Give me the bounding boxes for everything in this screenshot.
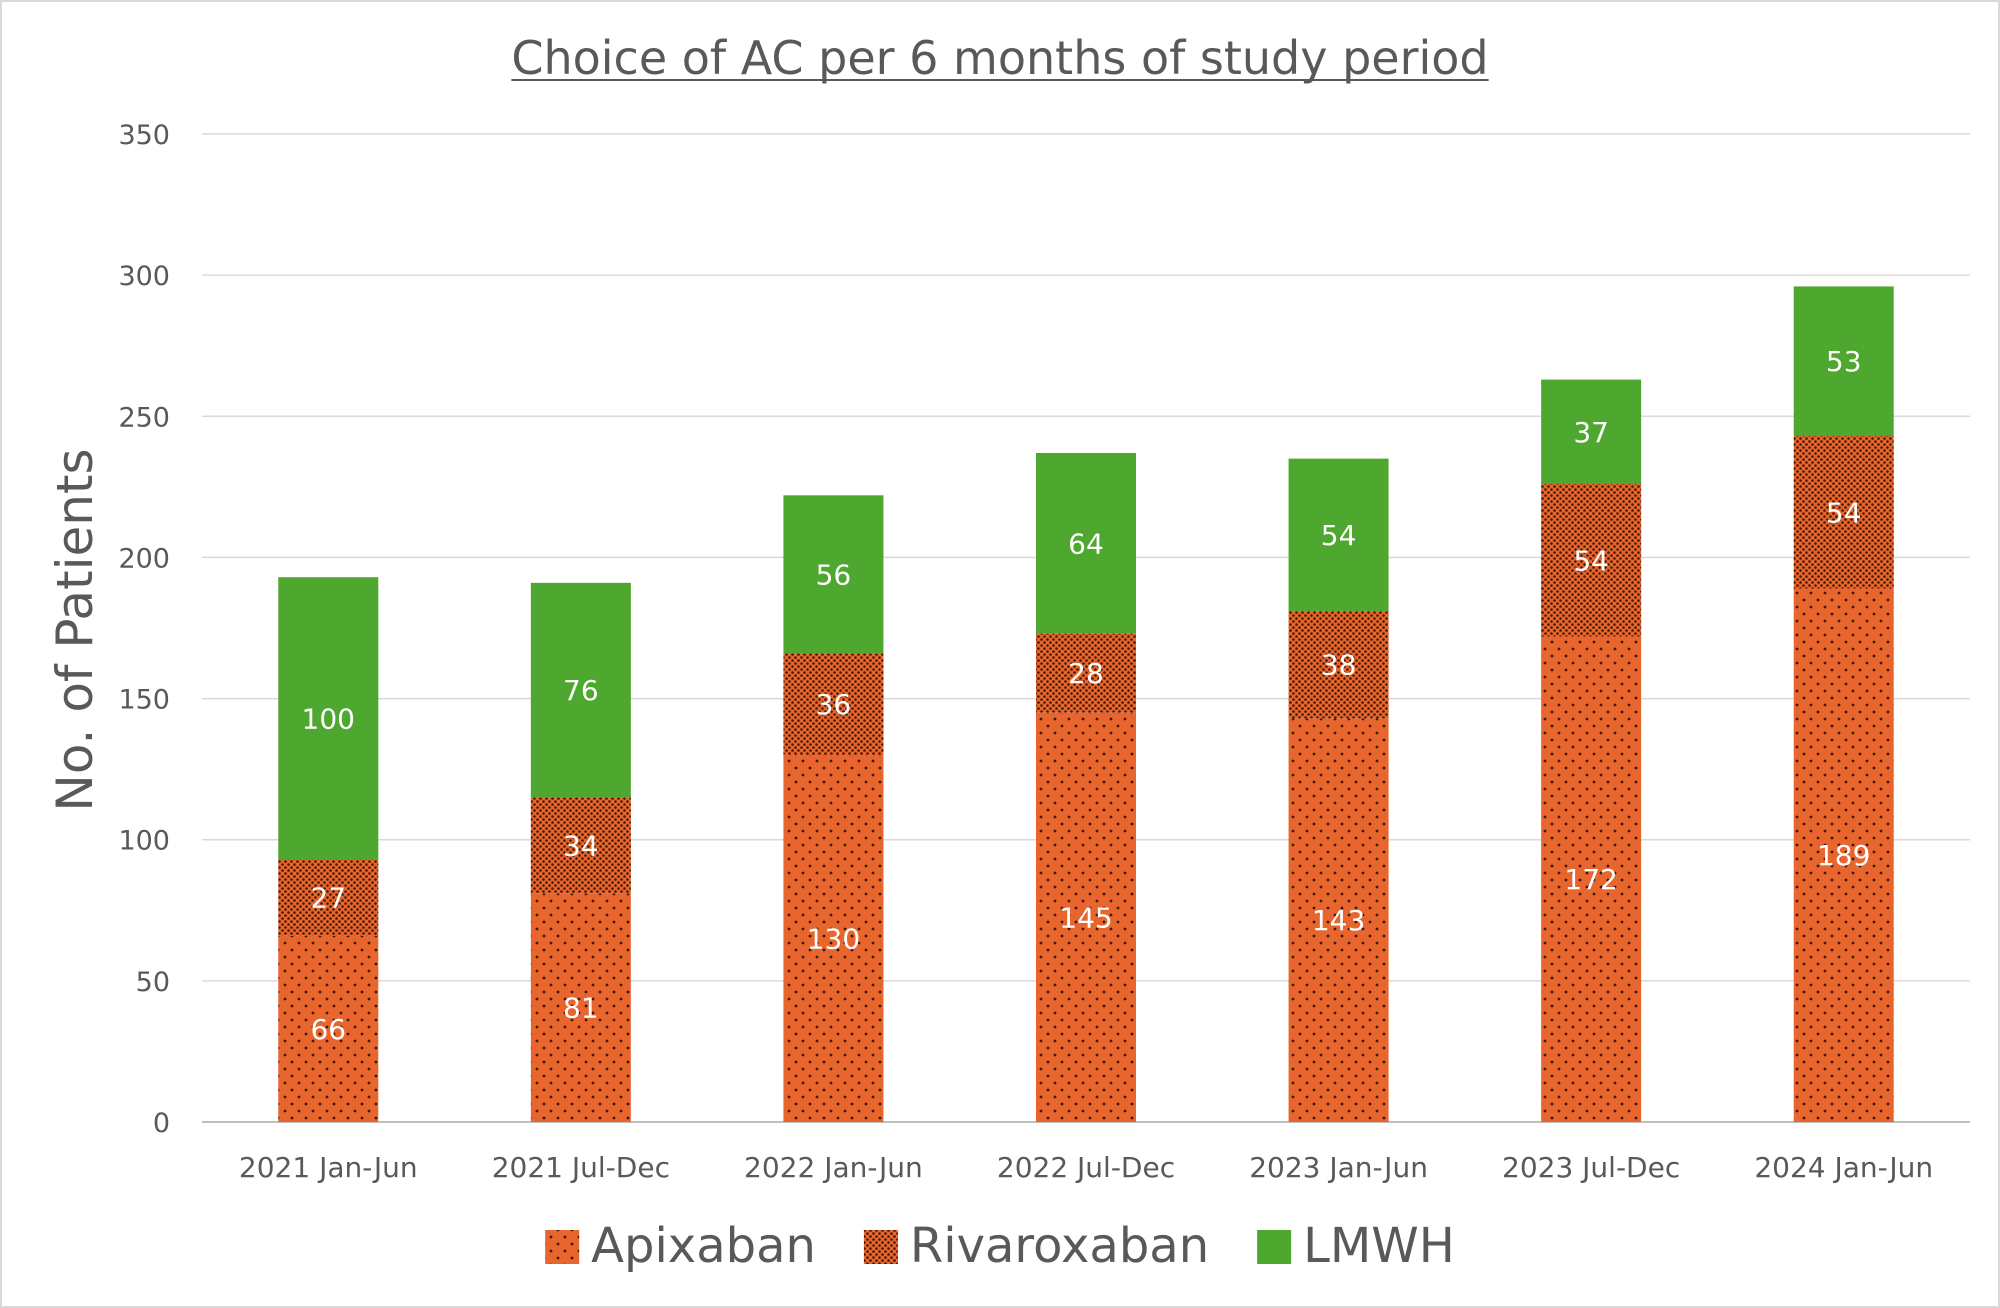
x-tick-label: 2023 Jan-Jun (1249, 1151, 1428, 1184)
x-tick-label: 2023 Jul-Dec (1502, 1151, 1680, 1184)
bar-segment-rivaroxaban (1793, 436, 1894, 589)
x-tick-label: 2022 Jul-Dec (997, 1151, 1175, 1184)
data-label: 38 (1321, 649, 1357, 682)
legend-swatch-lmwh (1257, 1230, 1292, 1264)
bar-segment-lmwh (783, 495, 884, 654)
data-label: 64 (1068, 527, 1104, 560)
data-label: 36 (816, 688, 852, 721)
data-label: 28 (1068, 657, 1104, 690)
bar-segment-apixaban (278, 935, 379, 1122)
bar-segment-rivaroxaban (783, 653, 884, 756)
bar-segment-lmwh (1793, 286, 1894, 437)
legend: Apixaban Rivaroxaban LMWH (545, 1218, 1455, 1274)
bars (278, 286, 1894, 1122)
y-tick-label: 100 (118, 826, 170, 857)
data-label: 56 (816, 558, 852, 591)
legend-swatch-rivaroxaban (863, 1230, 898, 1264)
data-label: 172 (1564, 863, 1617, 896)
chart-title: Choice of AC per 6 months of study perio… (511, 31, 1488, 85)
x-tick-label: 2024 Jan-Jun (1754, 1151, 1933, 1184)
bar-segment-rivaroxaban (1541, 484, 1642, 637)
bar-segment-rivaroxaban (1036, 633, 1136, 713)
y-axis-label: No. of Patients (46, 448, 104, 811)
x-tick-label: 2022 Jan-Jun (744, 1151, 923, 1184)
legend-label: Apixaban (591, 1218, 816, 1274)
data-label: 53 (1826, 345, 1862, 378)
legend-label: LMWH (1303, 1218, 1455, 1274)
y-tick-label: 350 (118, 120, 170, 151)
bar-segment-lmwh (530, 582, 631, 798)
bar-segment-apixaban (1288, 718, 1389, 1122)
bar-segment-rivaroxaban (530, 797, 631, 894)
x-tick-label: 2021 Jan-Jun (239, 1151, 418, 1184)
data-labels: 66 27 100 81 34 76 130 36 56 145 28 64 143 38 54 172 54 3… (302, 345, 1871, 1046)
x-tick-label: 2021 Jul-Dec (492, 1151, 670, 1184)
data-label: 27 (310, 882, 346, 915)
bar-segment-lmwh (1541, 379, 1642, 485)
data-label: 34 (563, 829, 599, 862)
data-label: 54 (1321, 519, 1357, 552)
y-tick-label: 200 (118, 543, 170, 574)
data-label: 54 (1573, 544, 1609, 577)
bar-segment-rivaroxaban (278, 859, 379, 936)
data-label: 143 (1312, 904, 1365, 937)
y-tick-label: 50 (136, 967, 170, 998)
legend-swatch-apixaban (545, 1230, 580, 1264)
y-axis-ticks: 0 50 100 150 200 250 300 350 (118, 120, 170, 1139)
data-label: 189 (1817, 839, 1870, 872)
y-tick-label: 300 (118, 261, 170, 292)
bar-segment-rivaroxaban (1288, 611, 1389, 719)
bar-segment-apixaban (1541, 636, 1642, 1122)
bar-segment-apixaban (530, 893, 631, 1122)
bar-segment-lmwh (1288, 458, 1389, 612)
bar-segment-apixaban (1036, 712, 1136, 1122)
bar-segment-lmwh (278, 577, 379, 860)
data-label: 37 (1573, 416, 1609, 449)
legend-label: Rivaroxaban (910, 1218, 1209, 1274)
bar-segment-lmwh (1036, 452, 1136, 634)
y-tick-label: 0 (153, 1108, 170, 1139)
x-axis-ticks: 2021 Jan-Jun 2021 Jul-Dec 2022 Jan-Jun 2022… (239, 1151, 1933, 1184)
bar-segment-apixaban (783, 755, 884, 1122)
y-tick-label: 150 (118, 685, 170, 716)
data-label: 81 (563, 992, 599, 1025)
data-label: 54 (1826, 496, 1862, 529)
data-label: 100 (302, 702, 355, 735)
data-label: 130 (807, 923, 860, 956)
data-label: 76 (563, 674, 599, 707)
data-label: 145 (1059, 901, 1112, 934)
data-label: 66 (310, 1013, 346, 1046)
bar-segment-apixaban (1793, 588, 1894, 1122)
y-tick-label: 250 (118, 402, 170, 433)
